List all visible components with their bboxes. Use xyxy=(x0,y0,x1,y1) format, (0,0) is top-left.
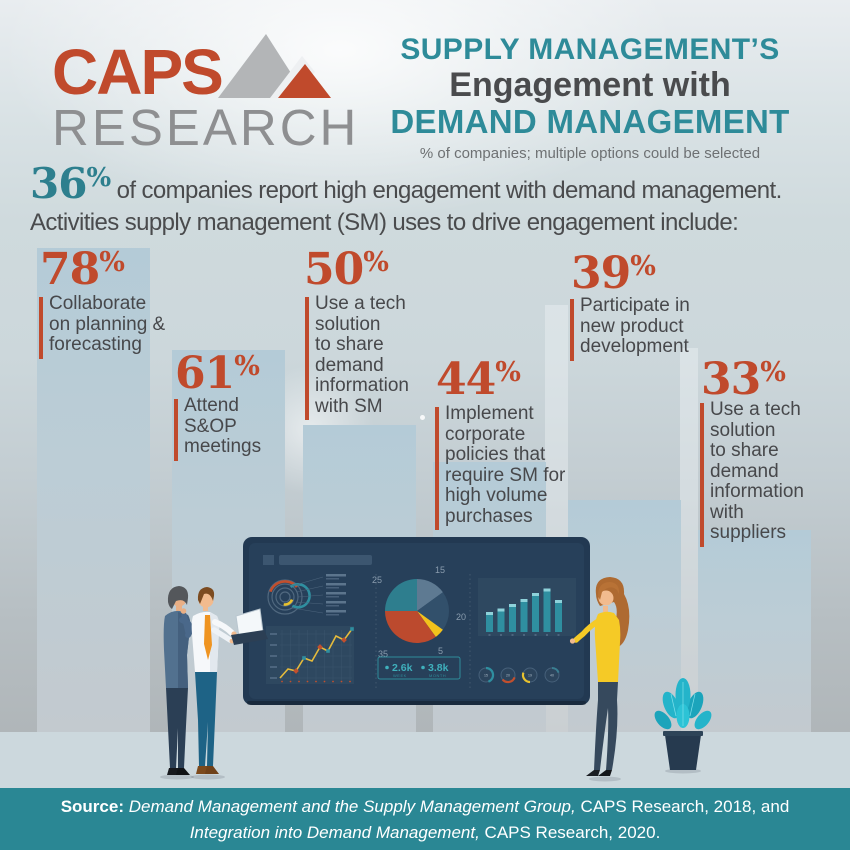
stat-month-value: 3.8k xyxy=(428,662,449,674)
bar-label: Use a tech solution to share demand informat… xyxy=(710,399,804,543)
source-footer: Source: Demand Management and the Supply… xyxy=(0,788,850,850)
person-woman xyxy=(569,577,630,782)
intro-text: 36% of companies report high engagement … xyxy=(30,159,830,239)
pie-label-5: 5 xyxy=(438,646,443,656)
bar-column xyxy=(698,530,811,732)
floor-band xyxy=(0,732,850,788)
line-chart xyxy=(266,626,354,684)
stat-week-caption: WEEK xyxy=(393,673,407,678)
caps-logo-wordmark: CAPS xyxy=(52,36,224,108)
stat-box: 2.6k WEEK 3.8k MONTH xyxy=(377,656,461,680)
pie-label-20: 20 xyxy=(456,612,466,622)
bar-label-rule xyxy=(305,297,309,420)
mountain-logo-icon xyxy=(218,34,331,98)
stat-week-value: 2.6k xyxy=(392,662,413,674)
bar-label: Use a tech solution to share demand informat… xyxy=(315,293,409,417)
screen-header-square xyxy=(263,555,274,565)
gauge-value-2: 20 xyxy=(506,674,510,678)
illustration: 15 20 5 35 25 2.6k WEEK 3.8k MONTH xyxy=(160,537,712,782)
pie-label-35: 35 xyxy=(378,649,388,659)
ring-legend-rows xyxy=(326,574,346,616)
source-label: Source: xyxy=(60,797,124,816)
bar-percent: 44% xyxy=(436,354,521,405)
title-block: SUPPLY MANAGEMENT’S Engagement with DEMA… xyxy=(340,33,840,162)
title-line-3: DEMAND MANAGEMENT xyxy=(390,103,790,140)
gauge-value-3: 19 xyxy=(528,674,532,678)
bar-label: Implement corporate policies that require S… xyxy=(445,403,566,527)
bar-label-rule xyxy=(700,403,704,547)
title-line-1: SUPPLY MANAGEMENT’S xyxy=(400,33,780,66)
bar-label: Attend S&OP meetings xyxy=(184,395,262,457)
pie-chart: 15 20 5 35 25 xyxy=(372,565,466,659)
gauge-value-4: 40 xyxy=(550,674,554,678)
bar-percent: 78% xyxy=(40,244,125,295)
intro-line-2: Activities supply management (SM) uses t… xyxy=(30,209,739,236)
source-line-2: Integration into Demand Management, CAPS… xyxy=(189,823,661,842)
pie-label-25: 25 xyxy=(372,575,382,585)
mini-bar-chart xyxy=(478,578,576,636)
gauge-value-1: 15 xyxy=(484,674,488,678)
background-sparkle xyxy=(420,415,425,420)
bar-percent: 33% xyxy=(701,354,786,405)
title-line-2: Engagement with xyxy=(449,66,731,104)
laptop xyxy=(231,608,268,645)
bar-label-rule xyxy=(570,299,574,361)
pie-label-15: 15 xyxy=(435,565,445,575)
intro-line-1: 36% of companies report high engagement … xyxy=(30,159,830,208)
screen-header-bar xyxy=(279,555,372,565)
person-laptop-man xyxy=(191,587,268,780)
bar-label: Participate in new product development xyxy=(580,295,690,357)
person-suit-man xyxy=(160,586,194,780)
bar-percent: 39% xyxy=(571,248,656,299)
bar-label-rule xyxy=(39,297,43,359)
bar-label-rule xyxy=(435,407,439,530)
stat-month-caption: MONTH xyxy=(429,673,446,678)
bar-percent: 50% xyxy=(304,244,389,295)
gauge-row: 15 20 19 40 xyxy=(478,666,560,684)
intro-line-1-text: of companies report high engagement with… xyxy=(110,177,783,204)
bar-percent: 61% xyxy=(175,348,260,399)
bar-column xyxy=(37,248,150,732)
research-logo-wordmark: RESEARCH xyxy=(52,99,360,156)
source-line-1: Source: Demand Management and the Supply… xyxy=(60,797,790,816)
highlight-36-percent: 36% xyxy=(30,159,111,208)
title-subtitle: % of companies; multiple options could b… xyxy=(419,145,761,162)
bar-label: Collaborate on planning & forecasting xyxy=(49,293,166,355)
ring-chart xyxy=(267,574,346,616)
plant xyxy=(654,678,712,774)
bar-label-rule xyxy=(174,399,178,461)
wall-stripe xyxy=(680,348,698,732)
dashboard-screen: 15 20 5 35 25 2.6k WEEK 3.8k MONTH xyxy=(243,537,590,705)
